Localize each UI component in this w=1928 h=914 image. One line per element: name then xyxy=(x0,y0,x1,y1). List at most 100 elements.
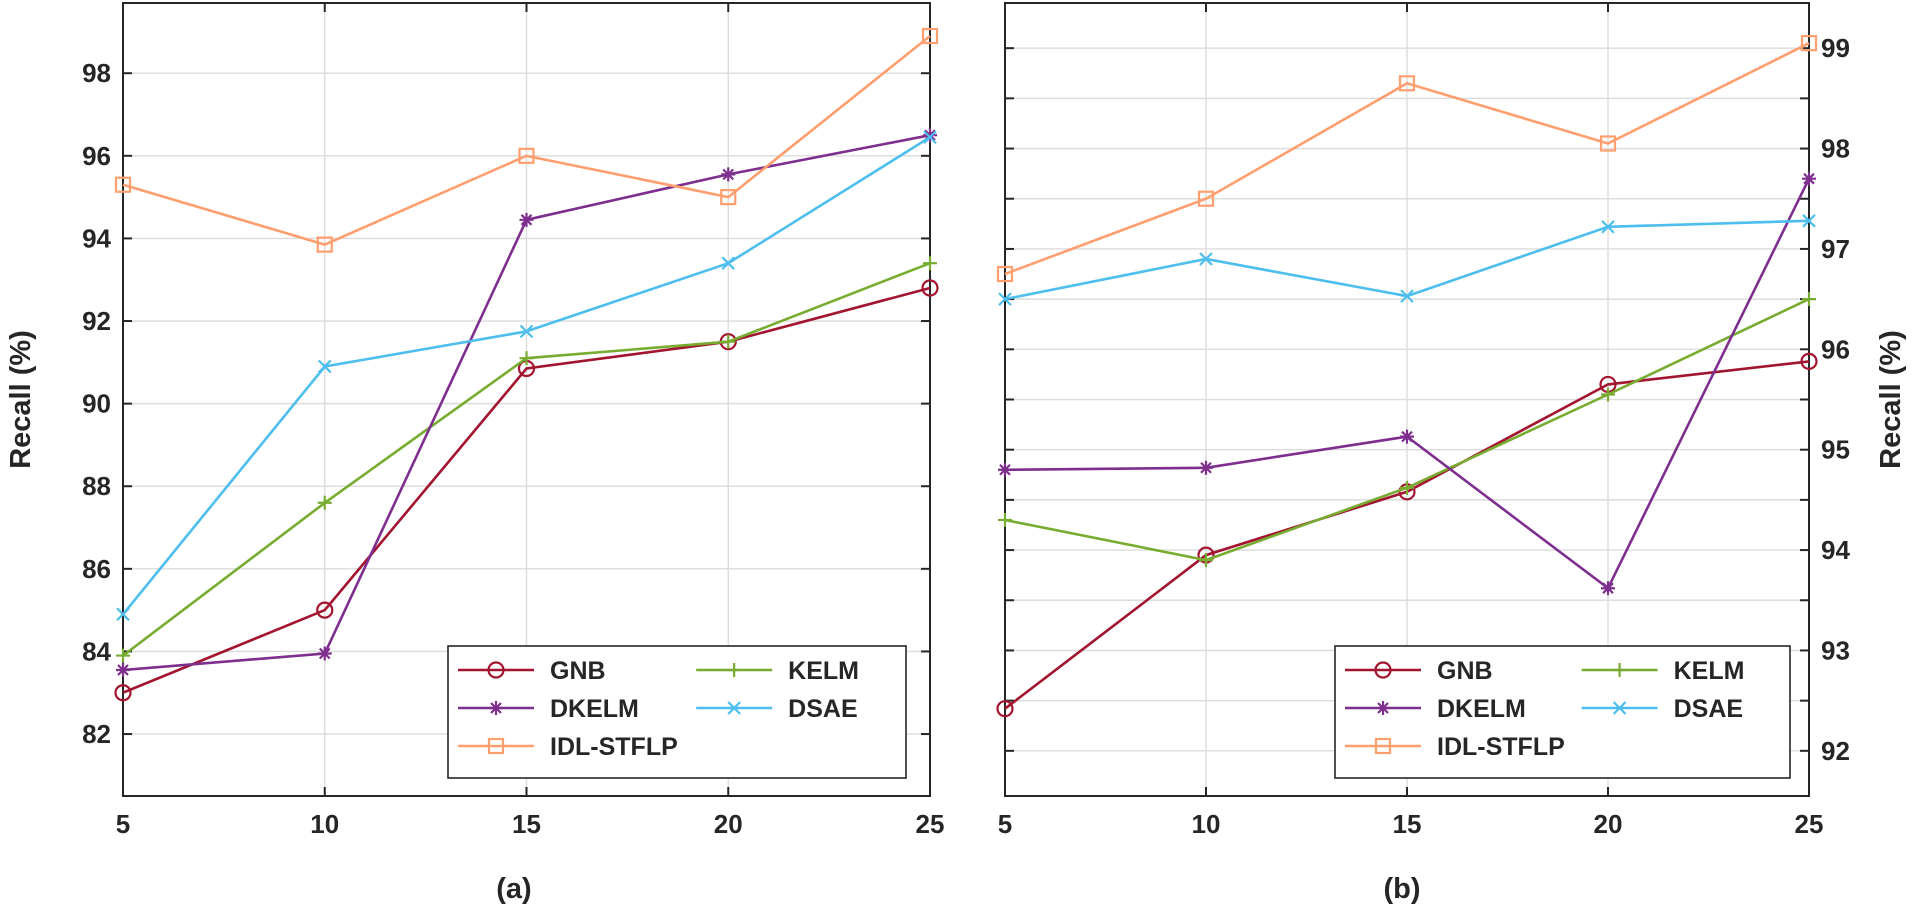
legend-entry-idl-stflp: IDL-STFLP xyxy=(1345,733,1565,761)
legend-label: GNB xyxy=(550,657,606,685)
legend-swatch-marker xyxy=(727,701,741,715)
legend-entry-kelm: KELM xyxy=(1581,657,1745,685)
legend-entry-dkelm: DKELM xyxy=(458,695,639,723)
y-tick-label: 94 xyxy=(1821,535,1850,565)
legend-swatch-marker xyxy=(1612,663,1627,677)
y-tick-label: 96 xyxy=(82,141,111,171)
kelm-point xyxy=(1802,292,1816,307)
gnb-point xyxy=(1800,352,1818,370)
legend-entry-idl-stflp: IDL-STFLP xyxy=(458,733,678,761)
legend-entry-dsae: DSAE xyxy=(696,695,858,723)
legend-swatch-marker xyxy=(1612,701,1627,715)
dsae-point xyxy=(1802,214,1816,228)
legend-swatch-marker xyxy=(1376,701,1390,715)
dkelm-point xyxy=(1199,460,1213,475)
gnb-point xyxy=(316,601,334,619)
dsae-point xyxy=(519,324,534,339)
legend-label: IDL-STFLP xyxy=(550,733,678,761)
series-kelm xyxy=(116,256,937,663)
y-tick-label: 97 xyxy=(1821,234,1850,264)
legend-label: DKELM xyxy=(1437,695,1526,723)
y-tick-label: 93 xyxy=(1821,635,1850,665)
idl-stflp-point xyxy=(114,176,132,193)
x-tick-label: 10 xyxy=(310,809,339,839)
legend-swatch-marker xyxy=(1374,737,1392,755)
legend-label: DSAE xyxy=(1674,695,1743,723)
legend-label: KELM xyxy=(1674,657,1745,685)
idl-stflp-line xyxy=(1004,42,1810,276)
x-tick-label: 25 xyxy=(916,809,945,839)
dsae-point xyxy=(923,130,937,145)
y-tick-label: 84 xyxy=(82,636,111,666)
legend-box xyxy=(1334,645,1791,779)
legend-entry-gnb: GNB xyxy=(1345,657,1493,685)
legend-label: DSAE xyxy=(788,695,857,723)
y-tick-label: 82 xyxy=(82,719,111,749)
panel-label: (a) xyxy=(496,873,531,905)
x-tick-label: 25 xyxy=(1795,809,1824,839)
legend-label: KELM xyxy=(788,657,859,685)
gnb-point xyxy=(996,700,1014,718)
y-tick-label: 92 xyxy=(1821,736,1850,766)
dkelm-point xyxy=(317,646,332,661)
dsae-point xyxy=(1400,289,1414,303)
x-tick-label: 10 xyxy=(1192,809,1221,839)
dsae-point xyxy=(1601,220,1615,234)
dkelm-point xyxy=(116,663,130,678)
dsae-point xyxy=(1199,252,1213,266)
x-tick-label: 15 xyxy=(1393,809,1422,839)
dkelm-point xyxy=(923,128,937,143)
y-tick-label: 98 xyxy=(82,58,111,88)
series-dkelm xyxy=(116,128,937,678)
y-tick-label: 98 xyxy=(1821,134,1850,164)
dsae-point xyxy=(317,359,332,374)
dkelm-point xyxy=(1601,581,1615,596)
legend-label: GNB xyxy=(1437,657,1493,685)
y-tick-label: 90 xyxy=(82,389,111,419)
idl-stflp-line xyxy=(122,34,931,246)
kelm-point xyxy=(1601,387,1615,402)
dsae-point xyxy=(998,292,1012,306)
kelm-point xyxy=(998,512,1012,527)
legend-swatch-marker xyxy=(489,701,503,715)
kelm-point xyxy=(1199,553,1213,568)
kelm-point xyxy=(721,334,736,349)
gnb-line xyxy=(122,286,931,694)
gnb-point xyxy=(114,684,132,702)
idl-stflp-point xyxy=(518,147,535,164)
y-tick-label: 92 xyxy=(82,306,111,336)
x-tick-label: 20 xyxy=(1594,809,1623,839)
y-tick-label: 86 xyxy=(82,554,111,584)
idl-stflp-point xyxy=(921,27,939,45)
series-idl-stflp xyxy=(996,35,1818,283)
dsae-point xyxy=(116,607,130,622)
y-axis-label: Recall (%) xyxy=(5,330,37,469)
x-tick-label: 5 xyxy=(116,809,130,839)
y-tick-label: 99 xyxy=(1821,33,1850,63)
dkelm-point xyxy=(721,167,736,182)
legend-label: DKELM xyxy=(550,695,639,723)
legend-entry-dkelm: DKELM xyxy=(1345,695,1526,723)
dkelm-point xyxy=(1802,171,1816,186)
legend-entry-kelm: KELM xyxy=(696,657,859,685)
series-dkelm xyxy=(998,171,1816,596)
legend-box xyxy=(447,645,907,779)
x-tick-label: 5 xyxy=(998,809,1012,839)
idl-stflp-point xyxy=(1599,135,1617,152)
panel-label: (b) xyxy=(1383,873,1420,905)
idl-stflp-point xyxy=(316,236,333,253)
legend-swatch-marker xyxy=(487,661,505,679)
legend-label: IDL-STFLP xyxy=(1437,733,1565,761)
x-tick-label: 20 xyxy=(714,809,743,839)
idl-stflp-point xyxy=(1800,35,1818,52)
dkelm-point xyxy=(1400,429,1414,444)
kelm-point xyxy=(116,648,130,663)
legend-swatch-marker xyxy=(727,663,742,677)
dkelm-point xyxy=(998,462,1012,477)
kelm-point xyxy=(317,495,332,510)
legend: GNB KELM DKELM DSAE IDL-STFLP xyxy=(1334,645,1791,779)
dkelm-point xyxy=(519,212,534,227)
dsae-point xyxy=(721,256,736,270)
x-tick-label: 15 xyxy=(512,809,541,839)
